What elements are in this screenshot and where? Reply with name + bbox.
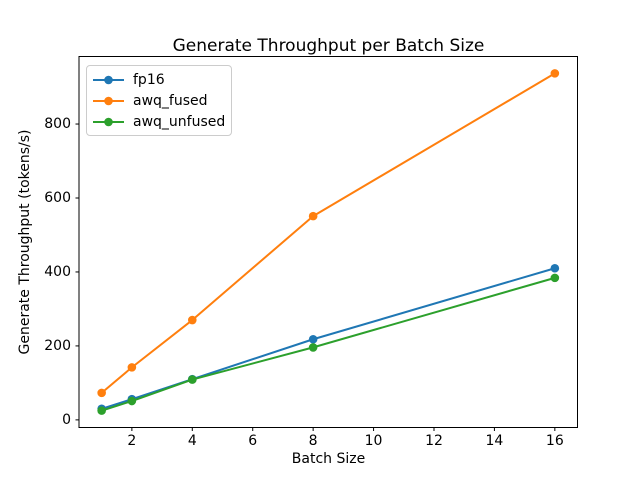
chart-title: Generate Throughput per Batch Size — [172, 36, 485, 56]
x-tick-label: 6 — [248, 433, 257, 449]
legend: fp16 awq_fused awq_unfused — [86, 65, 232, 136]
series-marker-awq_fused — [308, 211, 318, 221]
x-tick-label: 16 — [546, 433, 564, 449]
legend-row: fp16 — [92, 69, 231, 90]
legend-marker-icon — [104, 96, 113, 105]
legend-marker-icon — [104, 75, 113, 84]
series-marker-fp16 — [308, 334, 318, 344]
series-marker-awq_fused — [97, 388, 106, 398]
x-tick-label: 8 — [309, 433, 318, 449]
y-tick-label: 200 — [44, 338, 71, 354]
y-tick-label: 600 — [44, 190, 71, 206]
y-tick-label: 0 — [62, 412, 71, 428]
x-tick-label: 12 — [425, 433, 443, 449]
series-marker-awq_unfused — [187, 375, 197, 384]
legend-label: awq_fused — [133, 92, 208, 109]
x-axis-label: Batch Size — [291, 451, 366, 467]
series-marker-awq_fused — [550, 69, 560, 78]
series-marker-fp16 — [550, 263, 560, 273]
legend-line-marker-icon — [93, 96, 124, 105]
legend-label: awq_unfused — [133, 113, 226, 130]
x-tick-label: 14 — [486, 433, 504, 449]
axes-frame — [78, 56, 578, 428]
series-marker-awq_unfused — [127, 396, 137, 406]
legend-row: awq_fused — [92, 90, 231, 111]
x-tick-label: 10 — [365, 433, 383, 449]
y-tick-label: 800 — [44, 116, 71, 132]
x-tick-label: 2 — [127, 433, 136, 449]
y-axis-label: Generate Throughput (tokens/s) — [17, 129, 33, 355]
series-marker-awq_unfused — [97, 406, 106, 415]
series-line-awq_unfused — [100, 276, 556, 412]
legend-marker-icon — [104, 117, 113, 126]
legend-line-marker-icon — [93, 75, 124, 84]
legend-label: fp16 — [133, 71, 165, 88]
series-marker-awq_fused — [127, 363, 137, 372]
series-marker-awq_unfused — [550, 273, 560, 283]
series-marker-awq_fused — [187, 315, 197, 325]
x-tick-label: 4 — [188, 433, 197, 449]
y-tick-label: 400 — [44, 264, 71, 280]
legend-row: awq_unfused — [92, 111, 231, 132]
series-marker-awq_unfused — [308, 343, 318, 352]
legend-line-marker-icon — [93, 117, 124, 126]
